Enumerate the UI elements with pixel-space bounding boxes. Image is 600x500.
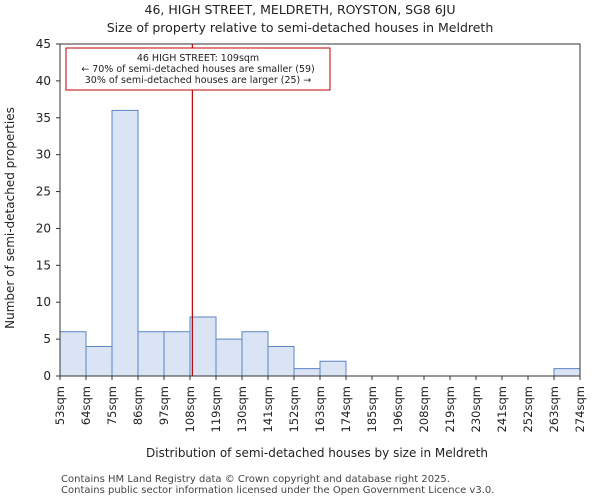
histogram-bar (85, 345, 113, 377)
x-tick-label: 141sqm (261, 386, 275, 432)
axes-layer: 0 5 10 15 20 25 30 35 40 45 53sqm 64sqm 75sqm 86sqm 97… (36, 37, 587, 432)
x-tick-label: 274sqm (573, 386, 587, 432)
footer-copyright: Contains HM Land Registry data © Crown c… (61, 474, 450, 485)
footer-licence: Contains public sector information licen… (61, 485, 495, 496)
bars-layer (59, 109, 581, 377)
x-tick-label: 86sqm (131, 386, 145, 425)
y-tick-label: 35 (36, 111, 51, 125)
x-tick-label: 185sqm (365, 386, 379, 432)
x-tick-label: 75sqm (105, 386, 119, 425)
x-tick-label: 152sqm (287, 386, 301, 432)
annotation-line-3: 30% of semi-detached houses are larger (… (85, 75, 312, 86)
y-tick-label: 30 (36, 148, 51, 162)
x-tick-label: 252sqm (521, 386, 535, 432)
x-tick-label: 263sqm (547, 386, 561, 432)
x-tick-label: 108sqm (183, 386, 197, 432)
annotation-line-1: 46 HIGH STREET: 109sqm (137, 53, 259, 64)
x-tick-label: 174sqm (339, 386, 353, 432)
histogram-bar (163, 331, 191, 377)
y-axis-label: Number of semi-detached properties (3, 107, 17, 329)
annotation-layer: 46 HIGH STREET: 109sqm ← 70% of semi-det… (65, 47, 331, 91)
histogram-bar (189, 316, 217, 377)
y-tick-label: 20 (36, 221, 51, 235)
histogram-bar (553, 368, 581, 377)
x-tick-label: 119sqm (209, 386, 223, 432)
x-tick-label: 241sqm (495, 386, 509, 432)
histogram-bar (59, 331, 87, 377)
x-tick-label: 97sqm (157, 386, 171, 425)
y-tick-label: 15 (36, 258, 51, 272)
x-tick-label: 196sqm (391, 386, 405, 432)
annotation-line-2: ← 70% of semi-detached houses are smalle… (81, 64, 315, 75)
y-tick-label: 5 (43, 332, 51, 346)
x-tick-label: 208sqm (417, 386, 431, 432)
y-tick-label: 10 (36, 295, 51, 309)
histogram-bar (215, 338, 243, 377)
x-tick-label: 219sqm (443, 386, 457, 432)
y-tick-label: 45 (36, 37, 51, 51)
chart-subtitle: Size of property relative to semi-detach… (106, 20, 494, 35)
histogram-bar (241, 331, 269, 377)
y-tick-label: 25 (36, 185, 51, 199)
histogram-bar (293, 368, 321, 377)
x-tick-label: 130sqm (235, 386, 249, 432)
x-tick-label: 230sqm (469, 386, 483, 432)
chart-title: 46, HIGH STREET, MELDRETH, ROYSTON, SG8 … (144, 2, 456, 17)
x-tick-label: 53sqm (53, 386, 67, 425)
histogram-bar (137, 331, 165, 377)
annotation-box (65, 47, 331, 91)
y-tick-label: 0 (43, 369, 51, 383)
histogram-bar (111, 109, 139, 377)
x-tick-label: 163sqm (313, 386, 327, 432)
histogram-bar (267, 345, 295, 377)
y-tick-label: 40 (36, 74, 51, 88)
x-axis-label: Distribution of semi-detached houses by … (146, 446, 488, 460)
x-tick-label: 64sqm (79, 386, 93, 425)
histogram-bar (319, 360, 347, 377)
